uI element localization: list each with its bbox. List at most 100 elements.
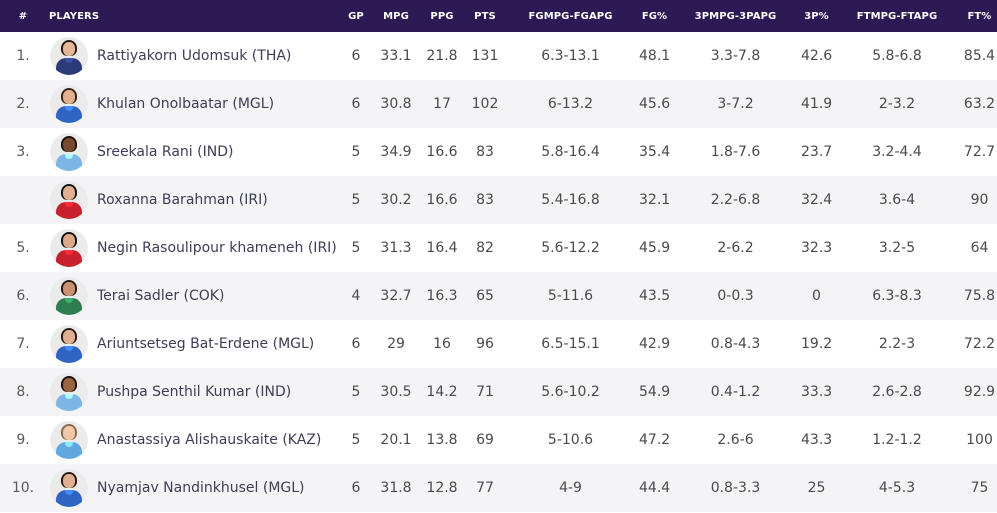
player-cell[interactable]: Anastassiya Alishauskaite (KAZ) — [46, 421, 336, 459]
player-cell[interactable]: Rattiyakorn Udomsuk (THA) — [46, 37, 336, 75]
header-mpg[interactable]: MPG — [383, 10, 409, 22]
fg-pct-cell: 47.2 — [639, 432, 670, 448]
fgm-fga-cell: 5-10.6 — [547, 432, 594, 448]
rank-cell: 3. — [16, 144, 30, 160]
mpg-cell: 34.9 — [380, 144, 412, 160]
3p-pct-cell: 0 — [812, 288, 821, 304]
player-name[interactable]: Khulan Onolbaatar (MGL) — [97, 96, 275, 112]
pts-cell: 71 — [476, 384, 494, 400]
player-cell[interactable]: Ariuntsetseg Bat-Erdene (MGL) — [46, 325, 336, 363]
gp-cell: 5 — [351, 192, 361, 208]
player-name[interactable]: Roxanna Barahman (IRI) — [97, 192, 268, 208]
header-fg-pct[interactable]: FG% — [641, 10, 668, 22]
header-ppg[interactable]: PPG — [430, 10, 454, 22]
player-name[interactable]: Negin Rasoulipour khameneh (IRI) — [97, 240, 336, 256]
3pm-3pa-cell: 2.6-6 — [717, 432, 754, 448]
table-row: 7. Ariuntsetseg Bat-Erdene (MGL) 6 29 16 96 6.… — [0, 320, 997, 368]
player-cell[interactable]: Negin Rasoulipour khameneh (IRI) — [46, 229, 336, 267]
ppg-cell: 16.4 — [426, 240, 458, 256]
ppg-cell: 16 — [433, 336, 451, 352]
fg-pct-cell: 48.1 — [639, 48, 670, 64]
pts-cell: 131 — [471, 48, 499, 64]
player-avatar — [50, 277, 88, 315]
ftm-fta-cell: 3.2-4.4 — [872, 144, 922, 160]
3pm-3pa-cell: 2-6.2 — [717, 240, 754, 256]
fgm-fga-cell: 5.4-16.8 — [541, 192, 600, 208]
3p-pct-cell: 41.9 — [801, 96, 832, 112]
ppg-cell: 17 — [433, 96, 451, 112]
pts-cell: 69 — [476, 432, 494, 448]
player-cell[interactable]: Khulan Onolbaatar (MGL) — [46, 85, 336, 123]
player-avatar — [50, 181, 88, 219]
rank-cell: 1. — [16, 48, 30, 64]
player-cell[interactable]: Nyamjav Nandinkhusel (MGL) — [46, 469, 336, 507]
header-ftm-fta[interactable]: FTMPG-FTAPG — [856, 10, 938, 22]
pts-cell: 102 — [471, 96, 499, 112]
table-row: 5. Negin Rasoulipour khameneh (IRI) 5 31.3 1… — [0, 224, 997, 272]
player-avatar — [50, 229, 88, 267]
rank-cell: 9. — [16, 432, 30, 448]
header-pts[interactable]: PTS — [474, 10, 496, 22]
header-3pm-3pa[interactable]: 3PMPG-3PAPG — [694, 10, 777, 22]
fgm-fga-cell: 4-9 — [559, 480, 582, 496]
gp-cell: 6 — [351, 48, 361, 64]
player-cell[interactable]: Pushpa Senthil Kumar (IND) — [46, 373, 336, 411]
header-gp[interactable]: GP — [348, 10, 364, 22]
gp-cell: 5 — [351, 144, 361, 160]
player-name[interactable]: Anastassiya Alishauskaite (KAZ) — [97, 432, 322, 448]
player-name[interactable]: Ariuntsetseg Bat-Erdene (MGL) — [97, 336, 315, 352]
ftm-fta-cell: 3.6-4 — [878, 192, 916, 208]
table-row: 1. Rattiyakorn Udomsuk (THA) 6 33.1 21.8 131 6… — [0, 32, 997, 80]
header-3p-pct[interactable]: 3P% — [804, 10, 829, 22]
fg-pct-cell: 32.1 — [639, 192, 670, 208]
header-ft-pct[interactable]: FT% — [967, 10, 992, 22]
pts-cell: 65 — [476, 288, 494, 304]
3p-pct-cell: 23.7 — [801, 144, 832, 160]
gp-cell: 6 — [351, 96, 361, 112]
player-cell[interactable]: Sreekala Rani (IND) — [46, 133, 336, 171]
mpg-cell: 31.8 — [380, 480, 412, 496]
fgm-fga-cell: 6.5-15.1 — [541, 336, 600, 352]
mpg-cell: 30.5 — [380, 384, 412, 400]
ftm-fta-cell: 6.3-8.3 — [872, 288, 922, 304]
ft-pct-cell: 90 — [970, 192, 989, 208]
fg-pct-cell: 54.9 — [639, 384, 670, 400]
player-avatar — [50, 325, 88, 363]
gp-cell: 6 — [351, 480, 361, 496]
player-cell[interactable]: Terai Sadler (COK) — [46, 277, 336, 315]
pts-cell: 83 — [476, 192, 494, 208]
ft-pct-cell: 63.2 — [963, 96, 996, 112]
mpg-cell: 31.3 — [380, 240, 412, 256]
ft-pct-cell: 100 — [966, 432, 993, 448]
player-name[interactable]: Rattiyakorn Udomsuk (THA) — [97, 48, 292, 64]
table-row: 9. Anastassiya Alishauskaite (KAZ) 5 20.1 13… — [0, 416, 997, 464]
ftm-fta-cell: 1.2-1.2 — [872, 432, 922, 448]
player-avatar — [50, 37, 88, 75]
pts-cell: 83 — [476, 144, 494, 160]
rank-cell: 7. — [16, 336, 30, 352]
ftm-fta-cell: 2.6-2.8 — [872, 384, 922, 400]
fg-pct-cell: 45.9 — [639, 240, 670, 256]
header-players[interactable]: PLAYERS — [49, 10, 100, 22]
mpg-cell: 30.2 — [380, 192, 412, 208]
3pm-3pa-cell: 1.8-7.6 — [710, 144, 761, 160]
header-fgm-fga[interactable]: FGMPG-FGAPG — [528, 10, 613, 22]
player-name[interactable]: Nyamjav Nandinkhusel (MGL) — [97, 480, 305, 496]
player-name[interactable]: Sreekala Rani (IND) — [97, 144, 234, 160]
player-avatar — [50, 469, 88, 507]
player-name[interactable]: Terai Sadler (COK) — [97, 288, 225, 304]
player-avatar — [50, 133, 88, 171]
rank-cell: 5. — [16, 240, 30, 256]
table-row: 2. Khulan Onolbaatar (MGL) 6 30.8 17 102 6-13.… — [0, 80, 997, 128]
player-cell[interactable]: Roxanna Barahman (IRI) — [46, 181, 336, 219]
rank-cell: 10. — [11, 480, 35, 496]
mpg-cell: 32.7 — [380, 288, 412, 304]
ft-pct-cell: 72.2 — [963, 336, 996, 352]
pts-cell: 82 — [476, 240, 494, 256]
player-name[interactable]: Pushpa Senthil Kumar (IND) — [97, 384, 292, 400]
fg-pct-cell: 42.9 — [639, 336, 670, 352]
fgm-fga-cell: 5-11.6 — [547, 288, 594, 304]
3p-pct-cell: 42.6 — [801, 48, 832, 64]
3p-pct-cell: 43.3 — [801, 432, 832, 448]
table-row: 10. Nyamjav Nandinkhusel (MGL) 6 31.8 12.8 77… — [0, 464, 997, 512]
